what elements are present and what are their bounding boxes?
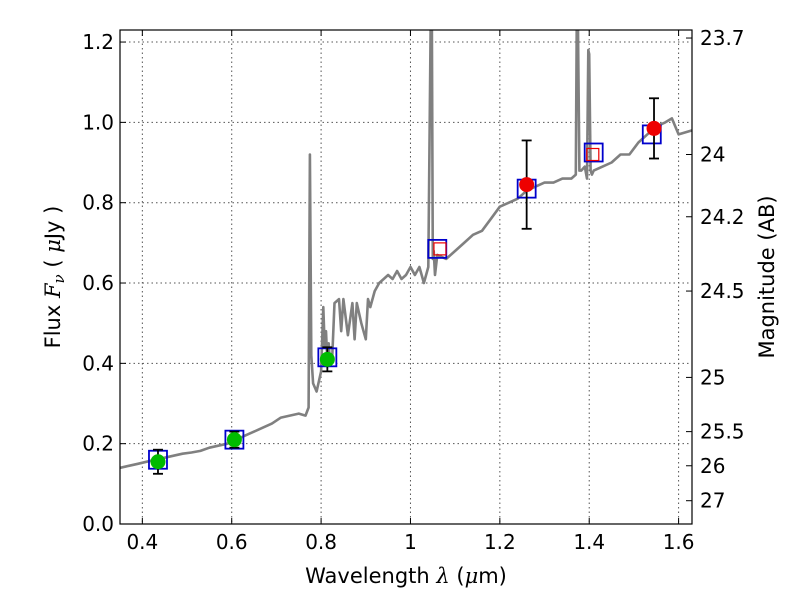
right-axis-label: Magnitude (AB) (755, 195, 779, 358)
data-point (150, 454, 166, 470)
x-tick-label: 0.4 (126, 530, 158, 554)
x-tick-label: 1.4 (573, 530, 605, 554)
upper-limit-square (433, 242, 447, 256)
data-point (519, 177, 535, 193)
y-tick-label: 0.4 (82, 351, 114, 375)
y-tick-label: 1.0 (82, 110, 114, 134)
right-tick-label: 25.5 (700, 420, 745, 444)
upper-limit-square (586, 147, 600, 162)
x-tick-label: 1 (404, 530, 417, 554)
x-tick-label: 1.2 (484, 530, 516, 554)
x-axis-label: Wavelength λ (μm) (305, 564, 507, 588)
axes: 0.4 0.6 0.8 1 1.2 1.4 1.6 0.0 0.2 0.4 0.6 0.8 1.0 1.2… (82, 26, 744, 554)
y-tick-label: 0.0 (82, 512, 114, 536)
right-tick-label: 24.2 (700, 205, 745, 229)
right-tick-label: 27 (700, 489, 725, 513)
x-tick-label: 0.6 (216, 530, 248, 554)
plot-frame (119, 29, 693, 525)
data-point (226, 432, 242, 448)
model-photometry-square (583, 142, 604, 163)
data-point (319, 351, 335, 367)
y-tick-label: 0.6 (82, 271, 114, 295)
right-tick-label: 24.5 (700, 279, 745, 303)
right-tick-label: 24 (700, 143, 725, 167)
y-tick-label: 0.2 (82, 432, 114, 456)
x-tick-label: 0.8 (305, 530, 337, 554)
y-tick-label: 1.2 (82, 30, 114, 54)
right-tick-label: 23.7 (700, 26, 745, 50)
x-tick-label: 1.6 (663, 530, 695, 554)
sed-model-line (120, 30, 692, 470)
right-tick-label: 25 (700, 365, 725, 389)
data-point (646, 120, 662, 136)
plot-area (120, 30, 692, 475)
y-axis-label: Flux Fν ( μJy ) (41, 206, 68, 349)
right-tick-label: 26 (700, 454, 725, 478)
model-photometry-square (224, 429, 245, 450)
y-tick-label: 0.8 (82, 191, 114, 215)
